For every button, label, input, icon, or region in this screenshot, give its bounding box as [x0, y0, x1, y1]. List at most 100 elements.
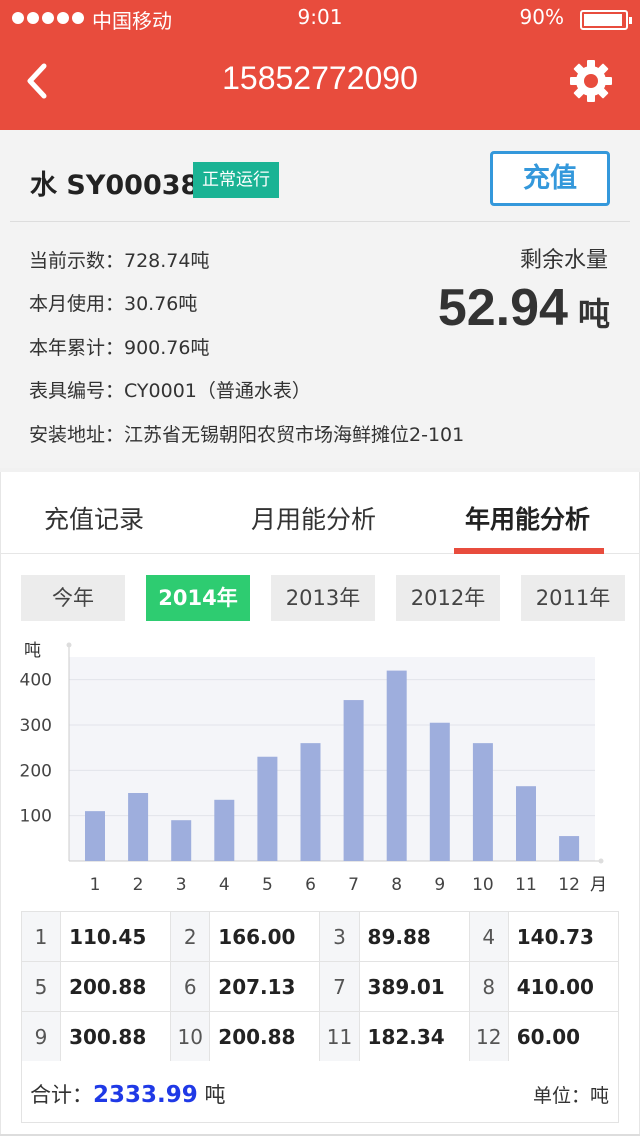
battery-icon	[580, 10, 632, 30]
y-tick-label: 400	[20, 671, 52, 691]
battery-percent: 90%	[519, 5, 564, 29]
usage-cell: 300.88	[60, 1011, 172, 1062]
remaining-value: 52.94	[437, 279, 568, 337]
tab-recharge-records[interactable]: 充值记录	[44, 505, 145, 534]
usage-cell: 389.01	[358, 961, 470, 1012]
usage-cell: 60.00	[507, 1011, 620, 1062]
signal-icon	[12, 12, 84, 24]
meter-title: 水 SY00038	[30, 170, 200, 201]
year-2011[interactable]: 2011年	[521, 575, 625, 621]
x-tick-label: 3	[176, 875, 187, 895]
usage-cell: 140.73	[507, 911, 620, 962]
bar-5	[257, 756, 278, 861]
y-tick-label: 200	[20, 761, 52, 781]
month-cell: 10	[170, 1011, 211, 1062]
month-cell: 4	[468, 911, 509, 962]
y-axis-end	[66, 642, 72, 648]
unit-note: 单位：吨	[532, 1085, 609, 1107]
usage-cell: 410.00	[507, 961, 620, 1012]
month-cell: 6	[170, 961, 211, 1012]
total-unit: 吨	[204, 1083, 226, 1107]
total-row: 合计：2333.99 吨	[30, 1079, 225, 1109]
monthly-usage-table: 1 110.45 2 166.00 3 89.88 4 140.73 5 200.88 6 207.1…	[20, 911, 620, 1062]
bar-12	[559, 836, 580, 861]
app-header: 中国移动 9:01 90% 15852772090	[0, 0, 640, 130]
year-this-year[interactable]: 今年	[21, 575, 125, 621]
usage-cell: 200.88	[209, 1011, 321, 1062]
x-tick-label: 5	[262, 875, 273, 895]
status-bar: 中国移动 9:01 90%	[0, 0, 640, 36]
bar-11	[516, 786, 536, 861]
bottom-divider	[0, 1134, 640, 1136]
year-total: 本年累计：900.76吨	[29, 337, 210, 359]
year-2014[interactable]: 2014年	[146, 575, 250, 621]
tab-bar: 充值记录 月用能分析 年用能分析	[1, 472, 640, 554]
bar-6	[300, 743, 321, 861]
x-tick-label: 7	[348, 875, 359, 895]
table-footer: 合计：2333.99 吨 单位：吨	[21, 1061, 619, 1123]
month-cell: 12	[468, 1011, 509, 1062]
month-cell: 3	[319, 911, 360, 962]
month-cell: 11	[319, 1011, 360, 1062]
usage-cell: 89.88	[358, 911, 470, 962]
x-tick-label: 4	[219, 875, 230, 895]
remaining-label: 剩余水量	[519, 248, 608, 273]
plot-area	[69, 657, 595, 861]
month-cell: 5	[20, 961, 62, 1012]
x-axis-end	[598, 858, 604, 864]
x-tick-label: 2	[133, 875, 144, 895]
active-tab-indicator	[454, 548, 604, 554]
total-label: 合计：	[30, 1083, 93, 1107]
meter-number: 表具编号：CY0001（普通水表）	[29, 380, 311, 402]
usage-cell: 182.34	[358, 1011, 470, 1062]
month-cell: 9	[20, 1011, 62, 1062]
carrier-name: 中国移动	[92, 9, 172, 33]
chevron-left-icon	[27, 63, 47, 99]
bar-9	[429, 722, 450, 861]
year-2012[interactable]: 2012年	[396, 575, 500, 621]
x-tick-label: 12	[558, 875, 580, 895]
back-button[interactable]	[22, 56, 68, 106]
recharge-button[interactable]: 充值	[490, 151, 610, 206]
x-tick-label: 6	[305, 875, 316, 895]
y-tick-label: 300	[20, 716, 52, 736]
month-usage: 本月使用：30.76吨	[29, 293, 198, 315]
meter-card: 水 SY00038 正常运行 充值 当前示数：728.74吨 本月使用：30.7…	[0, 130, 640, 468]
table-row: 5 200.88 6 207.13 7 389.01 8 410.00	[20, 961, 620, 1012]
install-address: 安装地址：江苏省无锡朝阳农贸市场海鲜摊位2-101	[29, 424, 465, 446]
usage-cell: 200.88	[60, 961, 172, 1012]
year-2013[interactable]: 2013年	[271, 575, 375, 621]
tab-monthly-analysis[interactable]: 月用能分析	[251, 505, 377, 534]
bar-3	[171, 820, 192, 861]
remaining-unit: 吨	[577, 295, 610, 333]
x-tick-label: 9	[434, 875, 445, 895]
month-cell: 1	[20, 911, 62, 962]
x-tick-label: 1	[90, 875, 101, 895]
y-axis-label: 吨	[24, 641, 41, 661]
gear-icon	[570, 60, 612, 102]
x-axis-unit: 月	[590, 875, 607, 895]
divider	[10, 221, 630, 222]
table-row: 9 300.88 10 200.88 11 182.34 12 60.00	[20, 1011, 620, 1062]
tab-yearly-analysis[interactable]: 年用能分析	[465, 505, 591, 534]
usage-cell: 110.45	[60, 911, 172, 962]
bar-10	[472, 743, 493, 861]
current-reading: 当前示数：728.74吨	[29, 250, 210, 272]
total-value: 2333.99	[93, 1082, 198, 1108]
month-cell: 7	[319, 961, 360, 1012]
settings-button[interactable]	[568, 58, 614, 104]
usage-cell: 207.13	[209, 961, 321, 1012]
usage-cell: 166.00	[209, 911, 321, 962]
bar-4	[214, 799, 235, 861]
month-cell: 2	[170, 911, 211, 962]
x-tick-label: 11	[515, 875, 537, 895]
x-tick-label: 10	[472, 875, 494, 895]
page-title: 15852772090	[222, 60, 418, 96]
x-tick-label: 8	[391, 875, 402, 895]
month-cell: 8	[468, 961, 509, 1012]
status-badge: 正常运行	[193, 162, 279, 198]
bar-7	[343, 700, 364, 861]
y-tick-label: 100	[20, 807, 52, 827]
year-selector: 今年 2014年 2013年 2012年 2011年	[1, 575, 640, 621]
